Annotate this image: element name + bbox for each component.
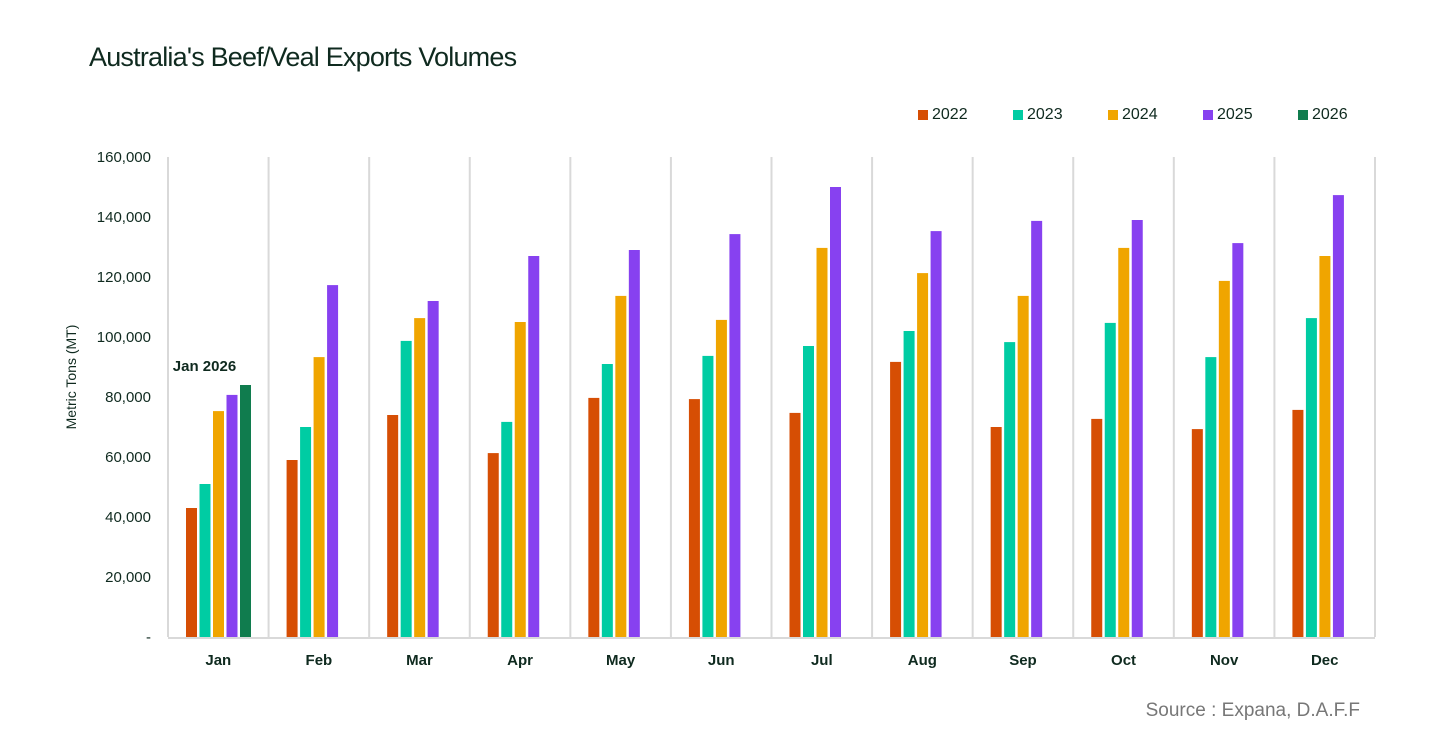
bar-2023-apr	[501, 421, 513, 637]
legend-label-2022: 2022	[932, 106, 968, 123]
x-tick-label: Jun	[708, 652, 735, 669]
bar-2025-nov	[1232, 243, 1244, 637]
bar-2022-nov	[1191, 429, 1203, 637]
y-tick-label: 100,000	[97, 329, 151, 346]
legend-item-2025: 2025	[1203, 106, 1298, 124]
bar-2024-sep	[1017, 295, 1029, 637]
bar-2024-may	[615, 295, 627, 637]
legend-item-2024: 2024	[1108, 106, 1203, 124]
x-tick-label: Apr	[507, 652, 533, 669]
bar-2025-mar	[427, 301, 439, 637]
bar-2023-jan	[199, 484, 211, 637]
bar-2023-oct	[1104, 322, 1116, 637]
y-tick-label: -	[146, 629, 151, 646]
x-tick-label: Nov	[1210, 652, 1239, 669]
legend-item-2026: 2026	[1298, 106, 1393, 124]
bar-2024-jan	[213, 411, 224, 637]
legend-swatch-2022	[918, 110, 928, 120]
bar-2022-jan	[186, 508, 197, 637]
bar-2022-feb	[286, 460, 298, 637]
bar-2024-feb	[313, 357, 325, 637]
y-tick-label: 60,000	[105, 449, 151, 466]
y-tick-label: 120,000	[97, 269, 151, 286]
bar-2025-may	[628, 250, 640, 637]
bar-2023-sep	[1004, 342, 1016, 637]
bar-2025-aug	[930, 231, 942, 637]
legend-swatch-2025	[1203, 110, 1213, 120]
x-tick-label: May	[606, 652, 636, 669]
x-tick-label: Mar	[406, 652, 433, 669]
legend-swatch-2024	[1108, 110, 1118, 120]
bar-2023-jun	[702, 355, 714, 637]
x-tick-label: Feb	[306, 652, 333, 669]
bar-2025-dec	[1332, 195, 1344, 637]
x-tick-label: Jul	[811, 652, 833, 669]
bar-2022-jun	[688, 399, 700, 637]
bar-2025-oct	[1131, 220, 1143, 637]
bar-2023-may	[601, 364, 613, 637]
bar-2023-nov	[1205, 357, 1217, 637]
bar-2024-jul	[816, 247, 828, 637]
bar-2022-aug	[890, 361, 902, 637]
bar-2022-dec	[1292, 409, 1304, 637]
legend-item-2022: 2022	[918, 106, 1013, 124]
bar-2025-jan	[226, 394, 238, 637]
source-note: Source : Expana, D.A.F.F	[1145, 700, 1360, 721]
chart-title: Australia's Beef/Veal Exports Volumes	[89, 42, 517, 72]
bar-2024-dec	[1319, 256, 1331, 637]
bar-2024-mar	[414, 318, 426, 637]
bar-2024-jun	[715, 319, 727, 637]
x-tick-label: Dec	[1311, 652, 1339, 669]
bar-2022-mar	[387, 415, 399, 637]
x-tick-label: Oct	[1111, 652, 1136, 669]
bar-2022-sep	[990, 427, 1002, 637]
bar-2022-apr	[487, 453, 499, 637]
bar-2023-feb	[300, 427, 312, 637]
bar-2024-apr	[514, 322, 526, 637]
bar-2024-aug	[917, 273, 929, 637]
y-tick-label: 20,000	[105, 569, 151, 586]
bar-2023-aug	[903, 331, 915, 637]
bar-2025-feb	[327, 285, 339, 637]
legend-label-2025: 2025	[1217, 106, 1253, 123]
bar-2025-jun	[729, 234, 741, 637]
bar-2022-jul	[789, 412, 801, 637]
bar-2025-apr	[528, 256, 540, 637]
bar-2025-jul	[830, 187, 841, 637]
bar-2022-oct	[1091, 418, 1103, 637]
y-tick-label: 80,000	[105, 389, 151, 406]
legend-swatch-2026	[1298, 110, 1308, 120]
bar-2024-nov	[1218, 280, 1230, 637]
legend-label-2024: 2024	[1122, 106, 1158, 123]
y-tick-label: 160,000	[97, 149, 151, 166]
y-tick-label: 140,000	[97, 209, 151, 226]
bar-2026-jan	[240, 385, 251, 637]
legend-label-2023: 2023	[1027, 106, 1063, 123]
bar-2024-oct	[1118, 247, 1130, 637]
annotation-label: Jan 2026	[173, 358, 236, 375]
bar-2022-may	[588, 397, 600, 637]
y-tick-label: 40,000	[105, 509, 151, 526]
x-tick-label: Jan	[205, 652, 231, 669]
legend-label-2026: 2026	[1312, 106, 1348, 123]
y-axis-title: Metric Tons (MT)	[63, 325, 79, 430]
chart-legend: 2022 2023 2024 2025 2026	[918, 106, 1393, 124]
bar-2023-dec	[1305, 318, 1317, 637]
x-tick-label: Aug	[908, 652, 937, 669]
bar-2023-jul	[803, 346, 814, 637]
legend-item-2023: 2023	[1013, 106, 1108, 124]
legend-swatch-2023	[1013, 110, 1023, 120]
bar-2023-mar	[400, 340, 412, 637]
x-tick-label: Sep	[1009, 652, 1037, 669]
bar-2025-sep	[1031, 220, 1043, 637]
